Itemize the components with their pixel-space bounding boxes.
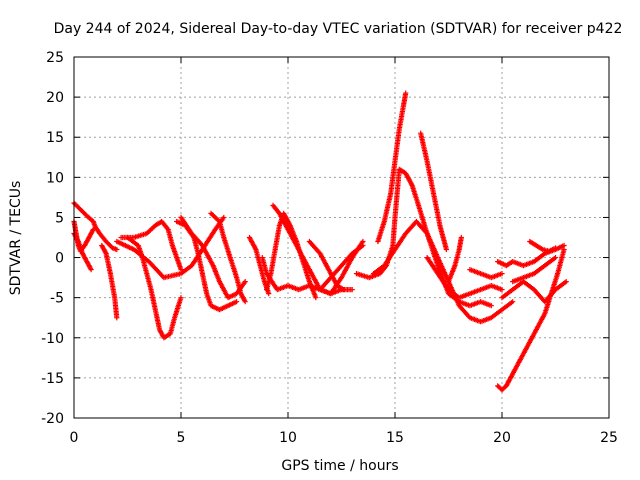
y-tick-label: 25 xyxy=(46,50,64,66)
data-series xyxy=(317,242,366,293)
y-axis-label: SDTVAR / TECUs xyxy=(8,181,24,296)
y-tick-label: 0 xyxy=(55,251,64,267)
y-tick-label: -15 xyxy=(41,371,64,387)
grid xyxy=(74,57,609,418)
data-series xyxy=(499,279,569,305)
data-series xyxy=(424,255,505,301)
x-tick-label: 25 xyxy=(600,430,618,446)
x-tick-label: 10 xyxy=(279,430,297,446)
data-series xyxy=(114,214,227,281)
data-series xyxy=(510,254,559,285)
data-series xyxy=(445,234,464,285)
y-tick-label: 15 xyxy=(46,130,64,146)
plus-markers xyxy=(178,214,248,301)
data-series xyxy=(178,214,248,301)
data-series xyxy=(353,166,494,309)
plus-markers xyxy=(124,234,184,341)
plus-markers xyxy=(418,130,449,253)
x-tick-label: 5 xyxy=(177,430,186,446)
data-series xyxy=(527,238,559,254)
plus-markers xyxy=(527,238,559,254)
data-series xyxy=(99,242,120,321)
plot-frame xyxy=(73,56,610,419)
plus-markers xyxy=(510,254,559,285)
y-tick-label: 10 xyxy=(46,170,64,186)
y-tick-label: 20 xyxy=(46,90,64,106)
data-series xyxy=(124,234,184,341)
plus-markers xyxy=(99,242,120,321)
axis-ticks: 0 5 10 15 20 25 25 20 15 10 5 0 -5 -10 -15 -20 xyxy=(41,50,618,446)
y-tick-label: -20 xyxy=(41,411,64,427)
y-tick-label: 5 xyxy=(55,210,64,226)
chart-title: Day 244 of 2024, Sidereal Day-to-day VTE… xyxy=(54,21,623,37)
x-axis-label: GPS time / hours xyxy=(281,458,398,474)
data-series xyxy=(208,210,248,305)
y-tick-label: -5 xyxy=(50,291,64,307)
data-points xyxy=(71,90,569,393)
x-tick-label: 20 xyxy=(493,430,511,446)
plus-markers xyxy=(208,210,248,305)
data-series xyxy=(495,246,567,393)
plus-markers xyxy=(317,242,366,293)
plus-markers xyxy=(353,166,494,309)
plus-markers xyxy=(499,279,569,305)
plus-markers xyxy=(424,255,505,301)
plus-markers xyxy=(495,246,567,393)
plus-markers xyxy=(445,234,464,285)
x-tick-label: 0 xyxy=(70,430,79,446)
plus-markers xyxy=(467,267,505,281)
plus-markers xyxy=(375,90,409,245)
data-series xyxy=(467,267,505,281)
plus-markers xyxy=(114,214,227,281)
y-tick-label: -10 xyxy=(41,331,64,347)
data-series xyxy=(375,90,409,245)
x-tick-label: 15 xyxy=(386,430,404,446)
data-series xyxy=(418,130,449,253)
